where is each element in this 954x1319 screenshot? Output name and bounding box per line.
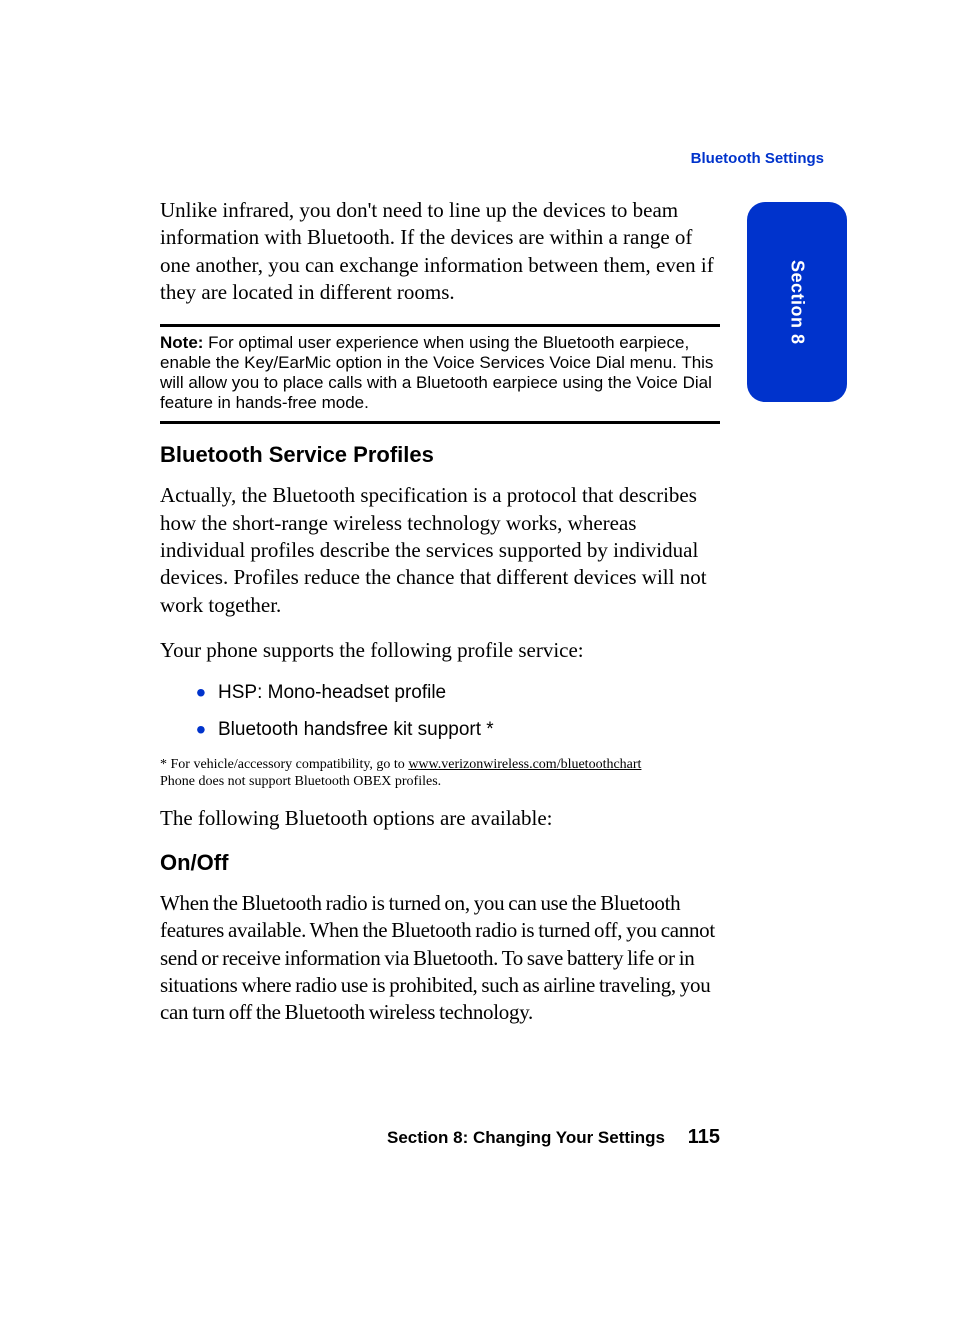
- section-tab-label: Section 8: [787, 260, 808, 345]
- heading-on-off: On/Off: [160, 850, 720, 876]
- note-text: For optimal user experience when using t…: [160, 333, 713, 412]
- content-column: Unlike infrared, you don't need to line …: [160, 197, 720, 1027]
- intro-paragraph: Unlike infrared, you don't need to line …: [160, 197, 720, 306]
- footnote-prefix: * For vehicle/accessory compatibility, g…: [160, 757, 408, 772]
- page-footer: Section 8: Changing Your Settings 115: [160, 1126, 720, 1149]
- section-tab: Section 8: [747, 202, 847, 402]
- list-item: HSP: Mono-headset profile: [196, 682, 720, 705]
- heading-bluetooth-profiles: Bluetooth Service Profiles: [160, 442, 720, 468]
- options-paragraph: The following Bluetooth options are avai…: [160, 805, 720, 832]
- note-box: Note: For optimal user experience when u…: [160, 324, 720, 424]
- footnote: * For vehicle/accessory compatibility, g…: [160, 756, 720, 791]
- footnote-link[interactable]: www.verizonwireless.com/bluetoothchart: [408, 757, 641, 772]
- profiles-paragraph-1: Actually, the Bluetooth specification is…: [160, 482, 720, 618]
- onoff-paragraph: When the Bluetooth radio is turned on, y…: [160, 890, 720, 1026]
- profiles-paragraph-2: Your phone supports the following profil…: [160, 637, 720, 664]
- profile-list: HSP: Mono-headset profile Bluetooth hand…: [196, 682, 720, 742]
- footnote-line2: Phone does not support Bluetooth OBEX pr…: [160, 774, 441, 789]
- note-label: Note:: [160, 333, 203, 352]
- list-item: Bluetooth handsfree kit support *: [196, 719, 720, 742]
- page: Bluetooth Settings Unlike infrared, you …: [0, 0, 954, 1319]
- header-section-label: Bluetooth Settings: [160, 150, 854, 167]
- footer-page-number: 115: [688, 1126, 720, 1148]
- footer-section-title: Section 8: Changing Your Settings: [387, 1128, 665, 1147]
